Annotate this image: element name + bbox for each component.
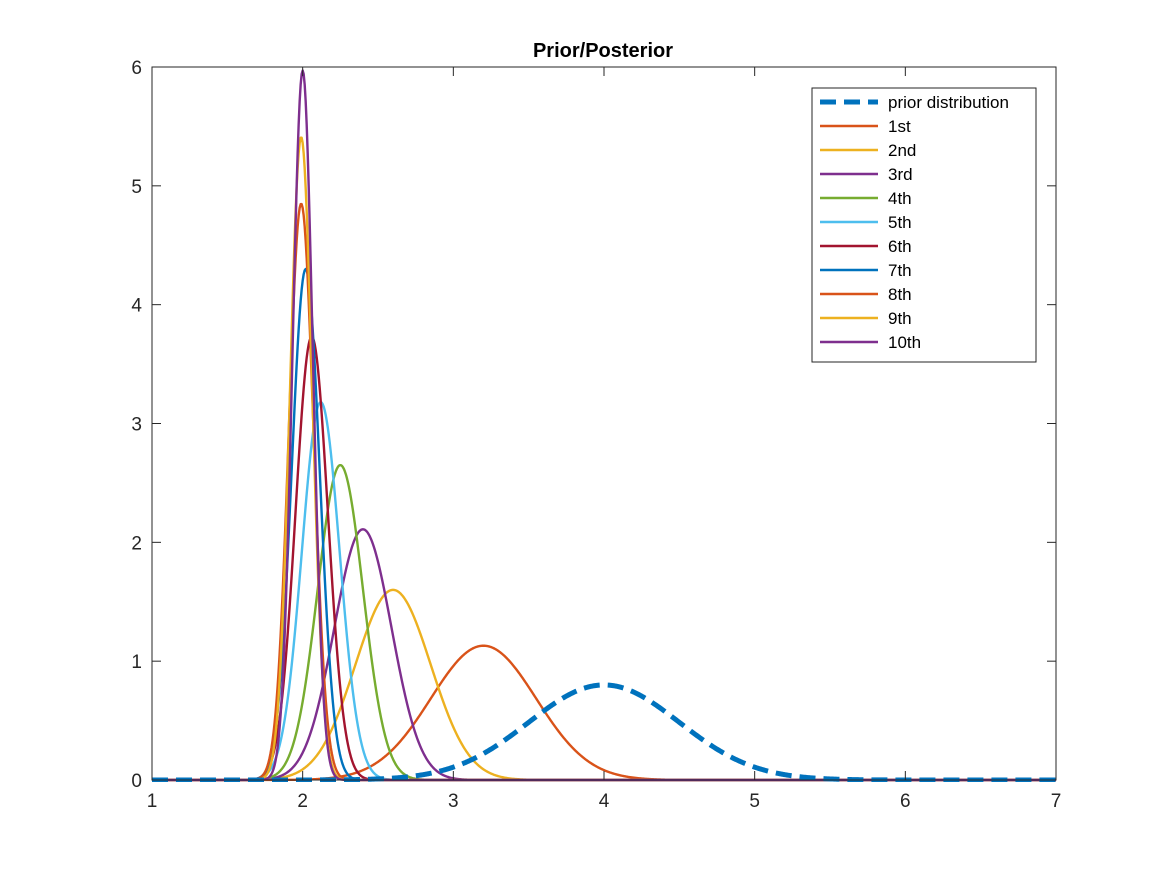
y-tick-label: 2	[131, 533, 142, 554]
legend-label: 6th	[888, 237, 912, 256]
x-tick-label: 5	[749, 791, 760, 812]
legend-label: 4th	[888, 189, 912, 208]
x-tick-label: 7	[1051, 791, 1062, 812]
legend-label: 10th	[888, 333, 921, 352]
y-tick-label: 4	[131, 296, 142, 317]
x-tick-label: 4	[599, 791, 610, 812]
x-tick-label: 6	[900, 791, 911, 812]
legend-label: prior distribution	[888, 93, 1009, 112]
legend-label: 3rd	[888, 165, 913, 184]
y-tick-label: 1	[131, 652, 142, 673]
legend-label: 8th	[888, 285, 912, 304]
legend-label: 5th	[888, 213, 912, 232]
y-tick-label: 0	[131, 771, 142, 792]
legend-label: 1st	[888, 117, 911, 136]
y-tick-label: 5	[131, 177, 142, 198]
chart-title: Prior/Posterior	[533, 40, 673, 62]
legend-label: 9th	[888, 309, 912, 328]
x-tick-label: 1	[147, 791, 158, 812]
x-tick-label: 3	[448, 791, 459, 812]
y-tick-label: 3	[131, 415, 142, 436]
legend-label: 2nd	[888, 141, 916, 160]
legend-label: 7th	[888, 261, 912, 280]
legend: prior distribution 1st 2nd 3rd 4th 5th 6th 7th 8…	[811, 87, 1037, 363]
y-tick-label: 6	[131, 58, 142, 79]
x-tick-label: 2	[297, 791, 308, 812]
legend-box	[811, 87, 1037, 363]
